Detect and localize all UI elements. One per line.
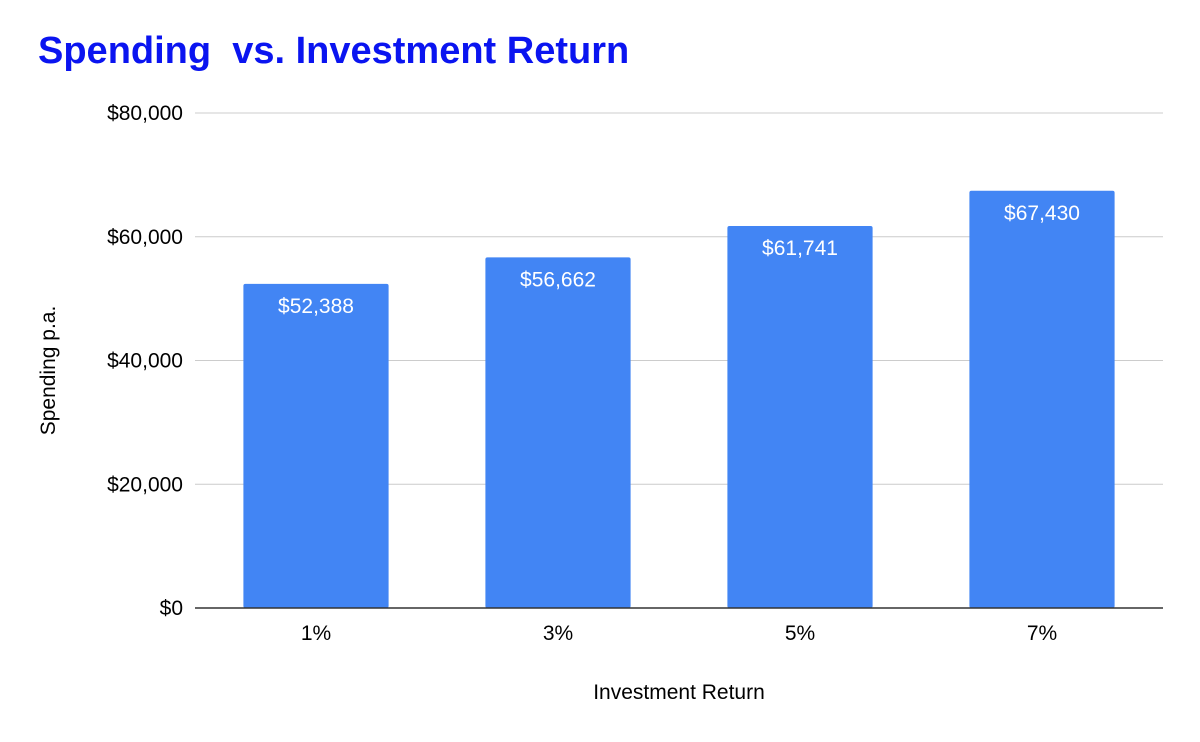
data-labels: $52,388 $56,662 $61,741 $67,430 (278, 202, 1080, 318)
chart-title: Spending vs. Investment Return (38, 30, 630, 72)
x-axis-title: Investment Return (593, 681, 765, 704)
bar-value-label: $52,388 (278, 295, 354, 318)
y-axis-title: Spending p.a. (37, 306, 60, 436)
y-tick-label: $0 (160, 597, 183, 620)
x-axis-ticks: 1% 3% 5% 7% (301, 622, 1057, 645)
x-tick-label: 3% (543, 622, 573, 645)
y-tick-label: $40,000 (107, 350, 183, 373)
bar-value-label: $56,662 (520, 268, 596, 291)
bar (243, 283, 389, 608)
bar (485, 257, 631, 608)
bar (727, 225, 873, 608)
bar-value-label: $67,430 (1004, 202, 1080, 225)
bars (243, 190, 1115, 609)
bar (969, 190, 1115, 609)
y-axis-ticks: $0 $20,000 $40,000 $60,000 $80,000 (107, 102, 183, 620)
bar-value-label: $61,741 (762, 237, 838, 260)
x-tick-label: 7% (1027, 622, 1057, 645)
x-tick-label: 1% (301, 622, 331, 645)
y-tick-label: $80,000 (107, 102, 183, 125)
x-tick-label: 5% (785, 622, 815, 645)
y-tick-label: $20,000 (107, 473, 183, 496)
y-tick-label: $60,000 (107, 226, 183, 249)
